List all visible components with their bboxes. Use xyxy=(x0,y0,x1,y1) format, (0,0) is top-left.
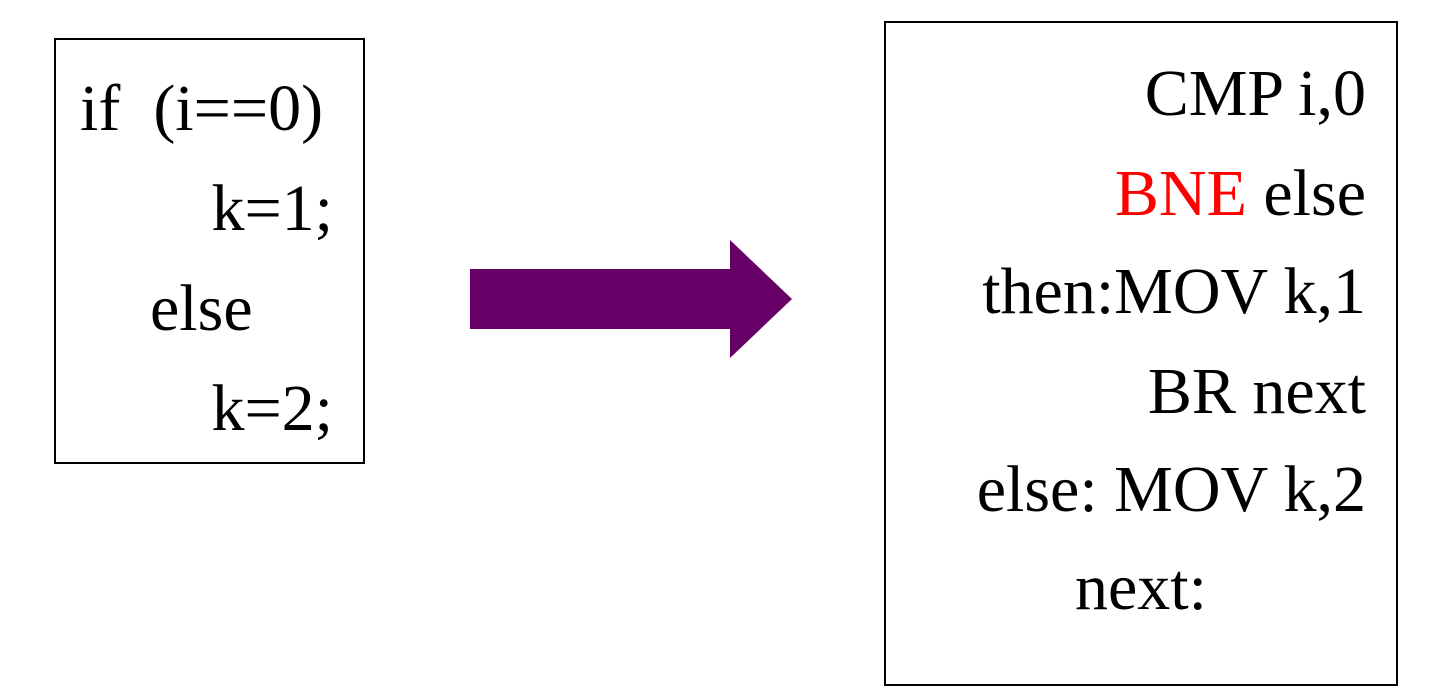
asm-opcode-bne: BNE xyxy=(1114,157,1247,230)
source-code-box: if (i==0) k=1; else k=2; xyxy=(54,38,365,464)
asm-line-then-mov: then:MOV k,1 xyxy=(982,255,1366,328)
asm-line-else-mov: else: MOV k,2 xyxy=(976,453,1366,526)
source-line-then-assign: k=1; xyxy=(211,172,333,245)
assembly-code-box: CMP i,0 BNE else then:MOV k,1 BR next el… xyxy=(884,21,1398,686)
asm-line-bne: BNE else xyxy=(1115,161,1366,227)
right-arrow-icon xyxy=(470,240,792,358)
source-line-else: else xyxy=(150,272,253,345)
source-line-if: if (i==0) xyxy=(80,72,324,145)
asm-line-next-label: next: xyxy=(1075,551,1207,624)
source-line-else-assign: k=2; xyxy=(211,372,333,445)
asm-operand-else: else xyxy=(1246,157,1366,230)
asm-line-br: BR next xyxy=(1147,355,1366,428)
asm-line-cmp: CMP i,0 xyxy=(1144,57,1366,130)
